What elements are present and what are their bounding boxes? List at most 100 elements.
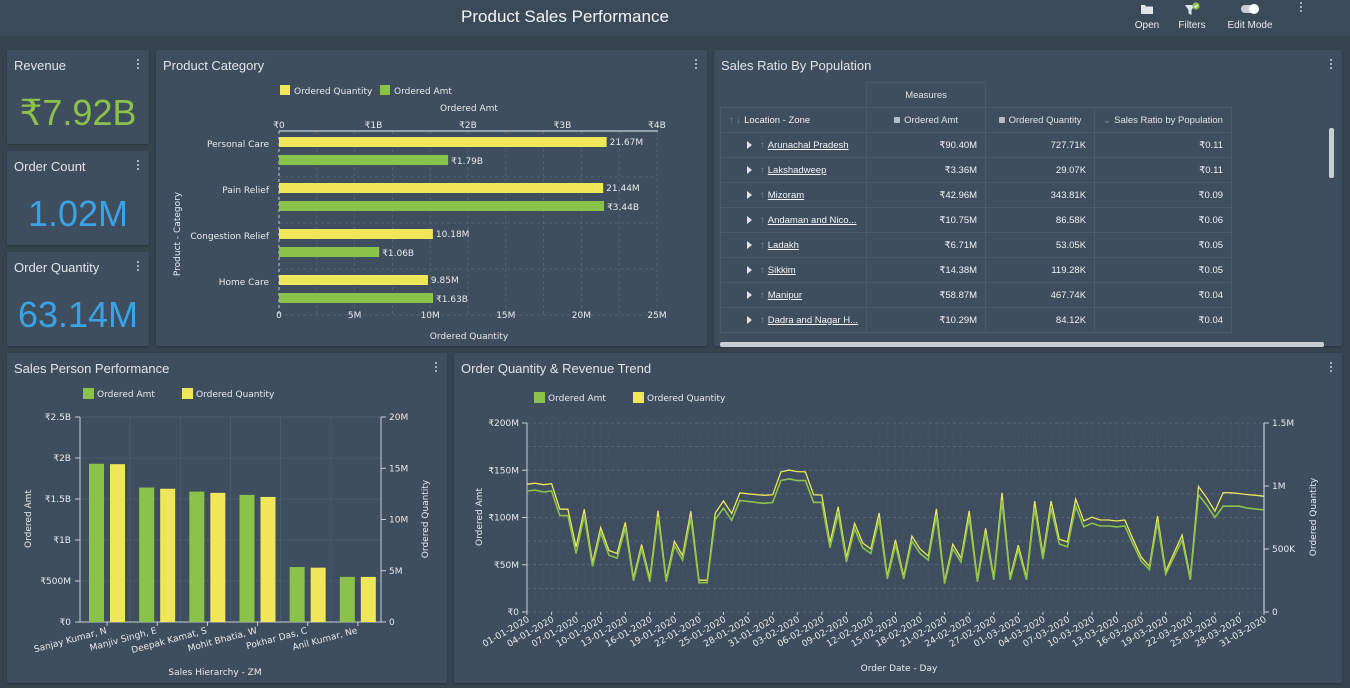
top-tick-label: ₹1B (365, 121, 383, 131)
zone-link[interactable]: Arunachal Pradesh (767, 139, 849, 151)
bar-ordered-quantity[interactable] (279, 229, 433, 239)
zone-link[interactable]: Mizoram (767, 189, 805, 201)
bar-ordered-quantity[interactable] (279, 137, 607, 147)
sales-ratio-cell: ₹0.09 (1094, 182, 1233, 208)
left-tick-label: ₹50M (494, 561, 519, 571)
kpi-value: 63.14M (17, 294, 139, 335)
left-tick-label: ₹1.5B (45, 495, 71, 505)
bar-ordered-quantity[interactable] (210, 492, 226, 622)
bar-ordered-quantity[interactable] (260, 496, 276, 622)
bar-ordered-quantity[interactable] (110, 464, 125, 622)
legend-label-ordered-quantity[interactable]: Ordered Quantity (647, 394, 726, 404)
panel-title: Sales Ratio By Population (721, 58, 872, 73)
expand-icon[interactable] (747, 240, 752, 249)
horizontal-scrollbar[interactable] (720, 342, 1324, 347)
legend-label-ordered-quantity[interactable]: Ordered Quantity (196, 390, 275, 400)
panel-title: Order Quantity & Revenue Trend (461, 361, 652, 376)
more-options-icon[interactable] (1299, 2, 1303, 14)
filters-button[interactable]: Filters (1174, 2, 1210, 31)
kebab-menu-icon[interactable] (136, 59, 140, 71)
vertical-scrollbar[interactable] (1329, 128, 1334, 178)
table-row: ↑ Mizoram ₹42.96M 343.81K ₹0.09 (720, 182, 1233, 208)
filters-label: Filters (1178, 20, 1206, 31)
sort-icon[interactable]: ↑ ↓ (729, 114, 742, 126)
bar-ordered-amt[interactable] (189, 491, 205, 622)
bottom-tick-label: 5M (348, 311, 362, 321)
kpi-value: ₹7.92B (19, 92, 137, 133)
expand-icon[interactable] (747, 140, 752, 149)
bar-ordered-amt[interactable] (279, 247, 380, 257)
drill-up-icon: ↑ (760, 164, 765, 176)
sales-person-chart: Ordered Amt Ordered Quantity ₹0 ₹500M ₹1B ₹… (24, 388, 431, 678)
ordered-amt-cell: ₹6.71M (866, 232, 987, 258)
zone-link[interactable]: Dadra and Nagar H... (767, 314, 859, 326)
right-tick-label: 5M (389, 567, 403, 577)
bottom-tick-label: 15M (496, 311, 515, 321)
expand-icon[interactable] (747, 290, 752, 299)
top-tick-label: ₹2B (459, 121, 477, 131)
panel-title: Product Category (163, 58, 265, 73)
data-label: 21.67M (610, 138, 644, 148)
bottom-tick-label: 10M (421, 311, 440, 321)
bar-ordered-amt[interactable] (339, 576, 355, 622)
bar-ordered-amt[interactable] (279, 155, 449, 165)
legend-label-ordered-amt[interactable]: Ordered Amt (97, 390, 155, 400)
zone-link[interactable]: Lakshadweep (767, 164, 827, 176)
left-tick-label: ₹2.5B (45, 413, 71, 423)
open-button[interactable]: Open (1132, 2, 1162, 31)
legend-swatch-ordered-amt (83, 388, 94, 399)
zone-cell: ↑ Arunachal Pradesh (720, 132, 868, 158)
zone-cell: ↑ Sikkim (720, 257, 868, 283)
zone-link[interactable]: Ladakh (767, 239, 799, 251)
bar-ordered-amt[interactable] (89, 463, 104, 622)
column-header-sales-ratio[interactable]: ⌄ Sales Ratio by Population (1094, 107, 1233, 133)
panel-title: Sales Person Performance (14, 361, 170, 376)
measure-icon (894, 116, 901, 123)
top-tick-label: ₹3B (554, 121, 572, 131)
expand-icon[interactable] (747, 315, 752, 324)
legend-label-ordered-amt[interactable]: Ordered Amt (548, 394, 606, 404)
ordered-quantity-cell: 727.71K (985, 132, 1096, 158)
kebab-menu-icon[interactable] (434, 362, 438, 374)
ordered-quantity-cell: 86.58K (985, 207, 1096, 233)
expand-icon[interactable] (747, 265, 752, 274)
bar-ordered-quantity[interactable] (360, 576, 376, 622)
kebab-menu-icon[interactable] (694, 59, 698, 71)
trend-chart: Ordered Amt Ordered Quantity ₹0 ₹50M ₹100M… (475, 392, 1319, 674)
zone-link[interactable]: Andaman and Nico... (767, 214, 857, 226)
column-header-ordered-quantity[interactable]: Ordered Quantity (985, 107, 1096, 133)
kebab-menu-icon[interactable] (136, 261, 140, 273)
ordered-amt-cell: ₹10.29M (866, 307, 987, 333)
bar-ordered-quantity[interactable] (279, 183, 604, 193)
kebab-menu-icon[interactable] (1329, 59, 1333, 71)
legend-label-ordered-quantity[interactable]: Ordered Quantity (294, 87, 373, 97)
column-header-location-zone[interactable]: ↑ ↓ Location - Zone (720, 107, 868, 133)
legend-label-ordered-amt[interactable]: Ordered Amt (394, 87, 452, 97)
kebab-menu-icon[interactable] (1329, 362, 1333, 374)
zone-link[interactable]: Manipur (767, 289, 803, 301)
x-axis-title: Sales Hierarchy - ZM (168, 668, 261, 678)
line-ordered-amt[interactable] (526, 477, 1265, 584)
bar-ordered-quantity[interactable] (310, 567, 326, 622)
expand-icon[interactable] (747, 215, 752, 224)
data-label: ₹1.79B (451, 157, 483, 167)
kebab-menu-icon[interactable] (136, 160, 140, 172)
right-axis-title: Ordered Quantity (421, 479, 431, 558)
bar-ordered-quantity[interactable] (160, 488, 176, 622)
table-row: ↑ Sikkim ₹14.38M 119.28K ₹0.05 (720, 257, 1233, 283)
column-header-ordered-amt[interactable]: Ordered Amt (866, 107, 987, 133)
bar-ordered-amt[interactable] (239, 494, 255, 622)
edit-mode-toggle[interactable]: Edit Mode (1224, 2, 1276, 31)
expand-icon[interactable] (747, 165, 752, 174)
expand-icon[interactable] (747, 190, 752, 199)
bar-ordered-amt[interactable] (139, 487, 155, 622)
bar-ordered-amt[interactable] (279, 201, 605, 211)
bar-ordered-amt[interactable] (289, 567, 305, 622)
zone-cell: ↑ Mizoram (720, 182, 868, 208)
top-bar: Product Sales Performance Open Filters E… (0, 0, 1350, 36)
ordered-quantity-cell: 467.74K (985, 282, 1096, 308)
zone-link[interactable]: Sikkim (767, 264, 796, 276)
bar-ordered-amt[interactable] (279, 293, 434, 303)
right-tick-label: 1M (1272, 482, 1286, 492)
bar-ordered-quantity[interactable] (279, 275, 428, 285)
